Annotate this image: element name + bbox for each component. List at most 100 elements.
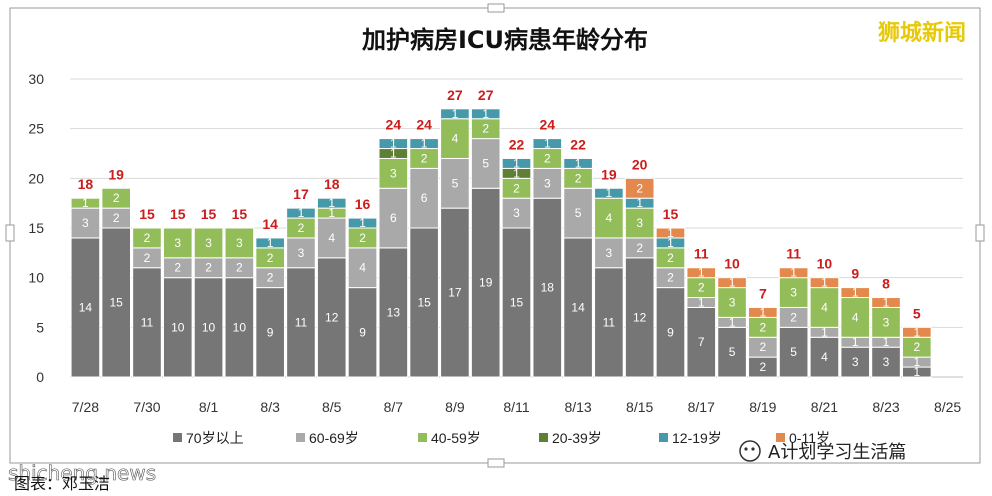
segment-label: 1 <box>544 137 551 151</box>
bar-segment <box>224 277 255 378</box>
bar-segment <box>316 217 347 259</box>
segment-label: 1 <box>698 296 705 310</box>
segment-label: 9 <box>667 325 674 339</box>
segment-label: 3 <box>606 246 613 260</box>
total-label: 18 <box>78 176 94 192</box>
total-label: 10 <box>724 256 740 272</box>
resize-handle-bottom[interactable] <box>487 458 505 468</box>
segment-label: 13 <box>387 305 401 319</box>
legend-swatch <box>173 433 182 442</box>
total-label: 5 <box>913 305 921 321</box>
caption-text: 图表：邓玉洁 <box>14 474 110 493</box>
segment-label: 1 <box>390 137 397 151</box>
total-label: 15 <box>201 206 217 222</box>
segment-label: 3 <box>883 315 890 329</box>
segment-label: 1 <box>513 156 520 170</box>
total-label: 19 <box>601 166 617 182</box>
bar-segment <box>70 237 101 378</box>
bar-segment <box>193 227 224 259</box>
bar-segment <box>655 287 686 378</box>
bars: 1431181522191122151023151023151023159221… <box>70 87 932 379</box>
segment-label: 1 <box>821 325 828 339</box>
segment-label: 5 <box>452 176 459 190</box>
segment-label: 14 <box>571 300 585 314</box>
segment-label: 5 <box>482 156 489 170</box>
bar-segment <box>409 167 439 229</box>
bar-segment <box>132 267 162 378</box>
total-label: 24 <box>416 117 432 133</box>
legend: 70岁以上 60-69岁 40-59岁 20-39岁 12-19岁 0-11岁 <box>173 430 830 446</box>
segment-label: 2 <box>421 151 428 165</box>
x-tick-label: 8/7 <box>384 399 404 415</box>
bar-segment <box>440 118 470 159</box>
x-tick-label: 8/17 <box>688 399 715 415</box>
bar-segment <box>470 138 501 189</box>
legend-swatch <box>776 433 785 442</box>
bar-segment <box>901 326 932 338</box>
bar-segment <box>347 247 378 289</box>
total-label: 11 <box>694 246 709 262</box>
segment-label: 1 <box>359 216 366 230</box>
segment-label: 1 <box>606 186 613 200</box>
segment-label: 3 <box>236 236 243 250</box>
legend-swatch <box>539 433 548 442</box>
y-tick-label: 0 <box>36 369 44 385</box>
segment-label: 1 <box>852 286 859 300</box>
y-tick-label: 30 <box>28 71 44 87</box>
chart-title: 加护病房ICU病患年龄分布 <box>362 26 648 54</box>
legend-swatch <box>659 433 668 442</box>
total-label: 14 <box>262 216 278 232</box>
bar-segment <box>594 237 624 269</box>
x-tick-label: 8/21 <box>811 399 838 415</box>
segment-label: 2 <box>698 281 705 295</box>
segment-label: 7 <box>698 335 705 349</box>
segment-label: 4 <box>852 310 859 324</box>
x-tick-label: 8/1 <box>199 399 219 415</box>
bar-segment <box>378 138 409 150</box>
bar-segment <box>840 297 871 338</box>
bar-segment <box>409 227 439 378</box>
bar-segment <box>871 346 901 378</box>
segment-label: 10 <box>171 320 185 334</box>
segment-label: 1 <box>821 276 828 290</box>
bar-segment <box>686 267 717 279</box>
segment-label: 2 <box>482 122 489 136</box>
resize-handle-top[interactable] <box>487 3 505 13</box>
x-tick-label: 8/5 <box>322 399 342 415</box>
segment-label: 3 <box>790 286 797 300</box>
segment-label: 12 <box>633 310 647 324</box>
total-label: 15 <box>232 206 248 222</box>
bar-segment <box>778 326 809 378</box>
segment-label: 11 <box>295 315 308 329</box>
total-label: 11 <box>786 246 801 262</box>
bar-segment <box>132 227 162 249</box>
total-label: 18 <box>324 176 340 192</box>
segment-label: 3 <box>390 166 397 180</box>
bar-segment <box>409 138 439 150</box>
bar-segment <box>532 138 563 150</box>
bar-segment <box>162 227 193 259</box>
bar-segment <box>440 108 470 120</box>
resize-handle-left[interactable] <box>5 224 15 242</box>
segment-label: 2 <box>544 151 551 165</box>
segment-label: 6 <box>390 211 397 225</box>
bar-segment <box>347 217 378 229</box>
segment-label: 2 <box>359 231 366 245</box>
segment-label: 2 <box>667 271 674 285</box>
bar-segment <box>255 287 285 378</box>
segment-label: 17 <box>448 286 462 300</box>
segment-label: 12 <box>325 310 339 324</box>
segment-label: 3 <box>205 236 212 250</box>
segment-label: 1 <box>575 156 582 170</box>
x-axis: 7/28 7/30 8/1 8/3 8/5 8/7 8/9 8/11 8/13 8/15 8/17 8… <box>72 399 962 415</box>
segment-label: 1 <box>913 365 920 379</box>
total-label: 27 <box>447 87 463 103</box>
segment-label: 2 <box>236 261 243 275</box>
bar-segment <box>840 287 871 299</box>
x-tick-label: 8/15 <box>626 399 653 415</box>
wechat-icon <box>739 440 761 462</box>
resize-handle-right[interactable] <box>975 224 985 242</box>
bar-segment <box>563 187 593 239</box>
total-label: 24 <box>386 117 402 133</box>
